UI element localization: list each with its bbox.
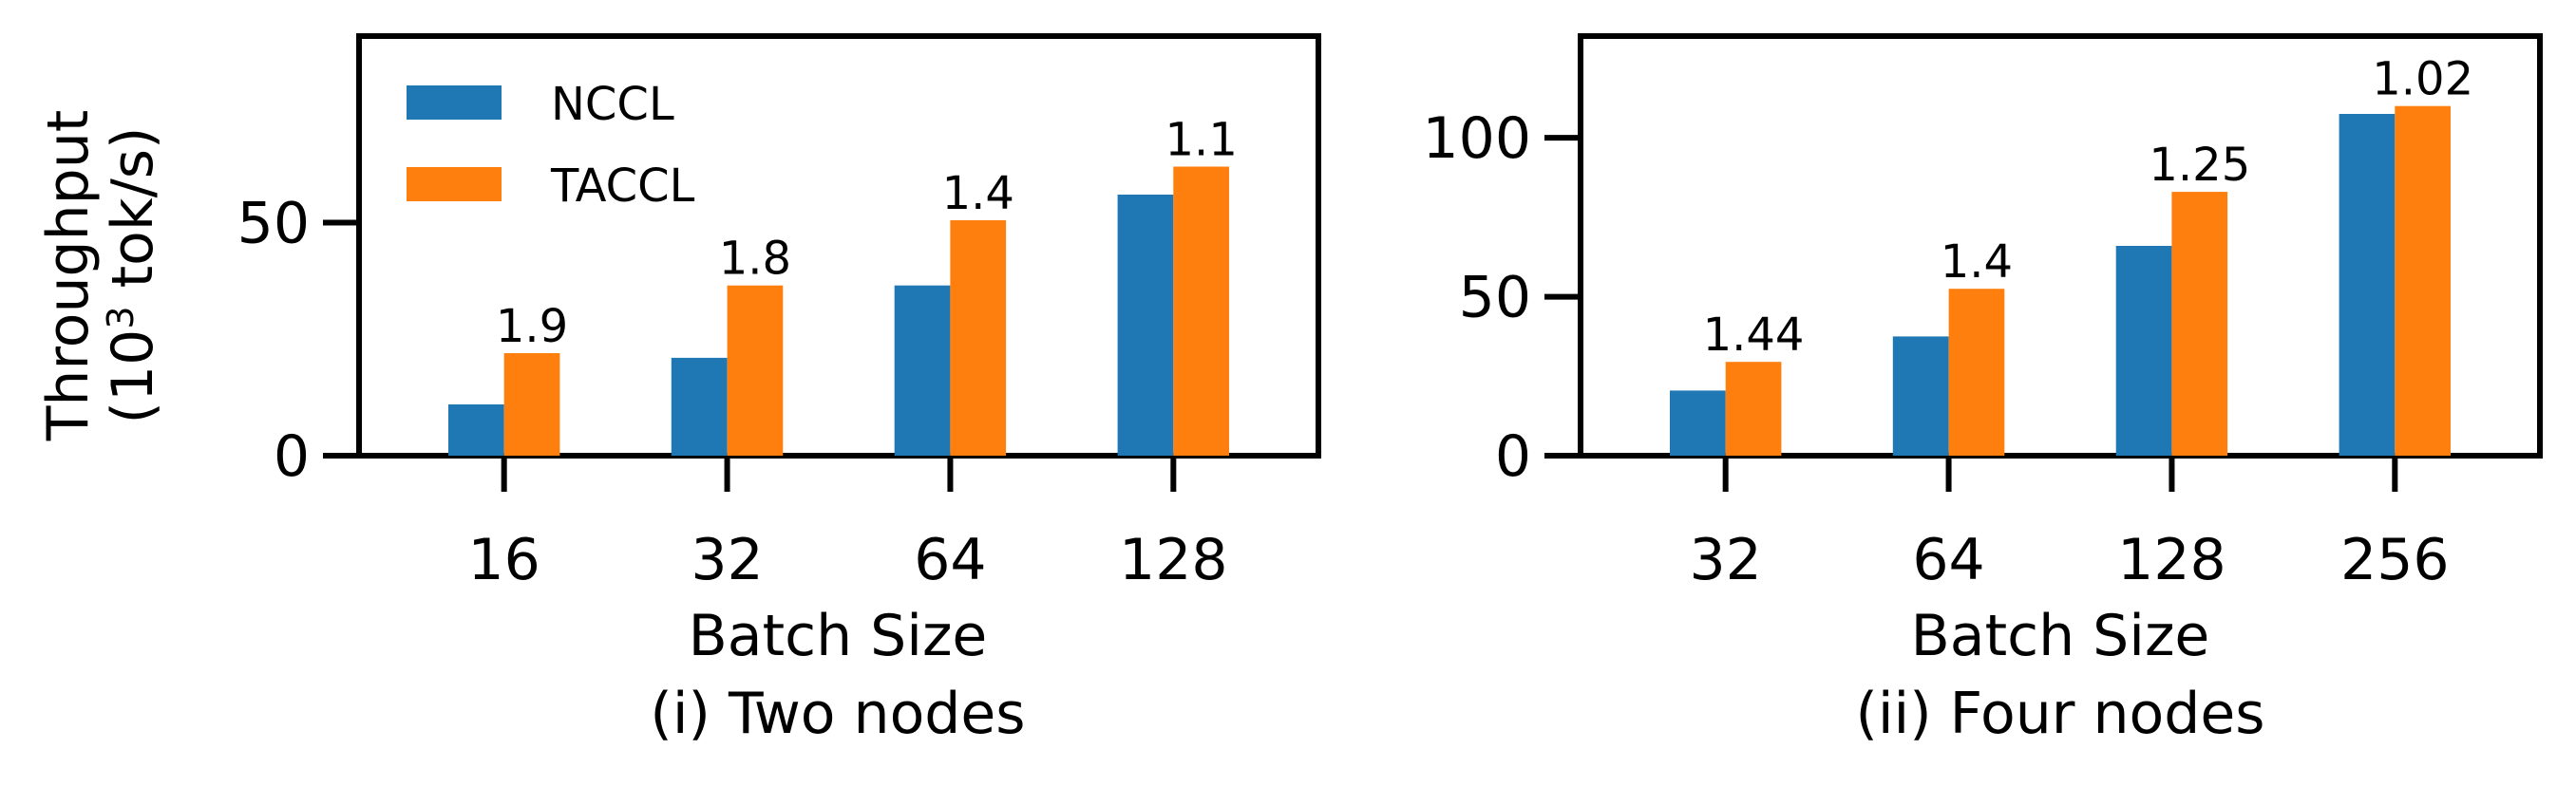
y-axis-title-suffix: tok/s) bbox=[100, 127, 166, 307]
y-tick-label: 50 bbox=[1459, 265, 1531, 331]
bar-nccl-32 bbox=[671, 357, 728, 456]
y-axis-title-line1: Throughput bbox=[35, 110, 102, 442]
bar-value-label: 1.4 bbox=[1941, 235, 2013, 289]
bar-taccl-16 bbox=[503, 353, 560, 456]
bar-value-label: 1.25 bbox=[2149, 139, 2250, 192]
y-axis-title-sup: 3 bbox=[100, 306, 142, 328]
x-ticks: 32 64 128 256 bbox=[1689, 456, 2450, 593]
x-tick-label: 16 bbox=[467, 527, 540, 593]
x-tick-label: 64 bbox=[1912, 527, 1984, 593]
x-tick-label: 128 bbox=[2117, 527, 2226, 593]
bar-nccl-128 bbox=[2115, 246, 2172, 456]
y-tick-label: 100 bbox=[1422, 105, 1531, 172]
bar-taccl-32 bbox=[727, 285, 784, 456]
bar-nccl-64 bbox=[1892, 336, 1949, 456]
bar-nccl-16 bbox=[448, 404, 504, 456]
x-tick-label: 256 bbox=[2340, 527, 2450, 593]
bar-nccl-128 bbox=[1117, 195, 1174, 456]
bar-taccl-256 bbox=[2395, 105, 2451, 456]
legend: NCCL TACCL bbox=[407, 78, 695, 213]
bars bbox=[448, 166, 1229, 456]
x-axis-title: Batch Size bbox=[1911, 603, 2210, 669]
bar-value-label: 1.8 bbox=[719, 233, 791, 286]
bar-taccl-128 bbox=[2171, 192, 2228, 456]
bars bbox=[1670, 105, 2451, 456]
x-tick-label: 64 bbox=[914, 527, 986, 593]
bar-value-label: 1.44 bbox=[1703, 309, 1805, 362]
bar-value-labels: 1.44 1.4 1.25 1.02 bbox=[1703, 53, 2474, 363]
bar-taccl-64 bbox=[950, 220, 1007, 456]
chart-panel-four-nodes: 1.44 1.4 1.25 1.02 32 64 128 256 0 50 100 Batch … bbox=[1422, 33, 2543, 747]
y-ticks: 0 50 100 bbox=[1422, 105, 1581, 490]
plot-frame bbox=[356, 33, 1321, 459]
bar-nccl-32 bbox=[1670, 390, 1726, 456]
bar-nccl-64 bbox=[894, 285, 951, 456]
x-tick-label: 128 bbox=[1119, 527, 1228, 593]
bar-value-label: 1.1 bbox=[1165, 114, 1238, 167]
x-tick-label: 32 bbox=[691, 527, 763, 593]
y-tick-label: 0 bbox=[1495, 423, 1531, 490]
y-ticks: 0 50 bbox=[237, 190, 359, 490]
legend-label-nccl: NCCL bbox=[551, 78, 674, 131]
y-axis-title-line2: (103 tok/s) bbox=[100, 127, 166, 424]
bar-value-label: 1.02 bbox=[2372, 53, 2473, 106]
bar-taccl-32 bbox=[1725, 362, 1782, 456]
y-axis-title-prefix: (10 bbox=[100, 329, 166, 424]
plot-frame bbox=[1578, 33, 2543, 459]
bar-nccl-256 bbox=[2339, 114, 2396, 456]
panel-caption: (i) Two nodes bbox=[650, 681, 1025, 747]
x-axis-title: Batch Size bbox=[689, 603, 988, 669]
bar-taccl-64 bbox=[1948, 289, 2005, 456]
legend-swatch-taccl bbox=[407, 167, 502, 201]
bar-taccl-128 bbox=[1173, 166, 1229, 456]
panel-caption: (ii) Four nodes bbox=[1855, 681, 2264, 747]
bar-value-labels: 1.9 1.8 1.4 1.1 bbox=[496, 114, 1238, 354]
legend-label-taccl: TACCL bbox=[550, 159, 695, 213]
x-tick-label: 32 bbox=[1689, 527, 1761, 593]
bar-value-label: 1.9 bbox=[496, 300, 568, 353]
x-ticks: 16 32 64 128 bbox=[467, 456, 1228, 593]
y-tick-label: 50 bbox=[237, 190, 310, 256]
y-axis-title: Throughput (103 tok/s) bbox=[35, 110, 166, 442]
y-tick-label: 0 bbox=[274, 423, 310, 490]
legend-swatch-nccl bbox=[407, 85, 502, 120]
bar-value-label: 1.4 bbox=[942, 167, 1014, 220]
chart-panel-two-nodes: 1.9 1.8 1.4 1.1 16 32 64 128 0 50 Batch Size (i… bbox=[237, 33, 1321, 747]
